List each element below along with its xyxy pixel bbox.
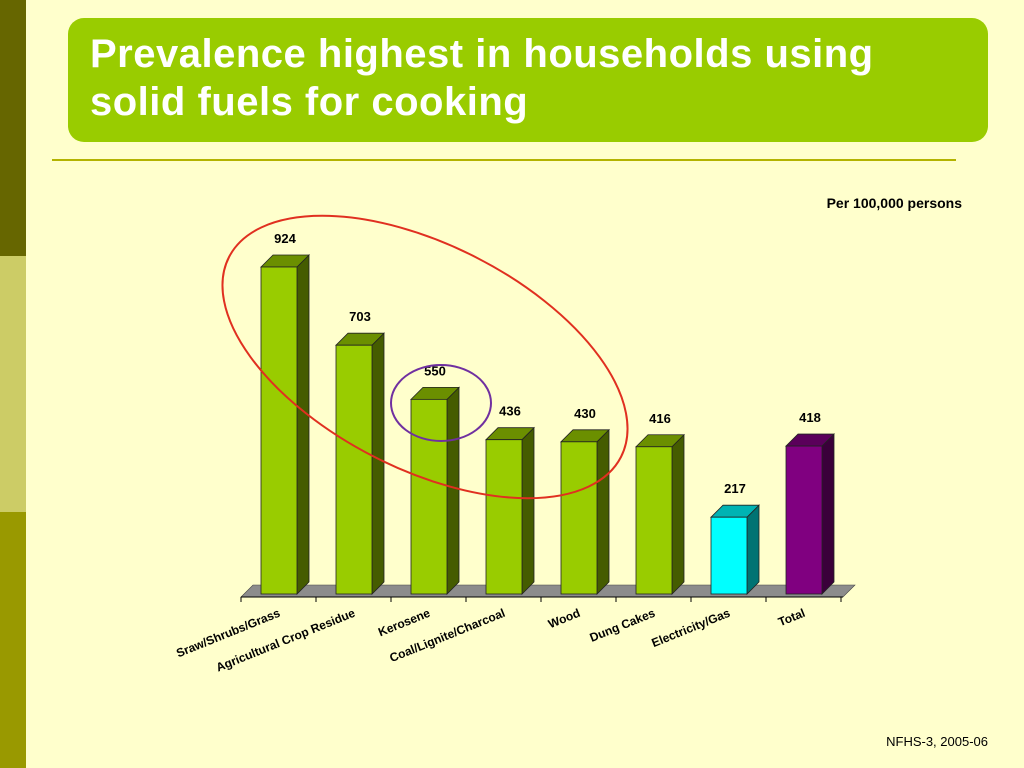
units-note: Per 100,000 persons bbox=[826, 195, 962, 211]
data-label: 217 bbox=[724, 481, 746, 496]
title-banner: Prevalence highest in households using s… bbox=[68, 18, 988, 142]
slide-title: Prevalence highest in households using s… bbox=[90, 32, 874, 124]
chart-floor bbox=[240, 584, 856, 598]
source-note: NFHS-3, 2005-06 bbox=[886, 734, 988, 749]
bar bbox=[710, 516, 748, 595]
bar-side bbox=[746, 504, 760, 595]
category-label: Kerosene bbox=[376, 606, 432, 640]
category-label: Agricultural Crop Residue bbox=[214, 606, 357, 675]
bar bbox=[485, 439, 523, 595]
bar-side bbox=[596, 428, 610, 595]
bar bbox=[335, 344, 373, 595]
bar bbox=[410, 398, 448, 595]
category-label: Electricity/Gas bbox=[650, 606, 733, 650]
highlight-circle bbox=[390, 364, 492, 442]
bar-side bbox=[671, 433, 685, 595]
data-label: 430 bbox=[574, 406, 596, 421]
side-stripe-olive bbox=[0, 512, 26, 768]
category-label: Wood bbox=[546, 606, 582, 631]
category-label: Total bbox=[776, 606, 807, 629]
side-stripe-light bbox=[0, 256, 26, 512]
data-label: 924 bbox=[274, 231, 296, 246]
bar bbox=[785, 445, 823, 595]
bar-side bbox=[446, 386, 460, 595]
bar bbox=[635, 446, 673, 595]
data-label: 416 bbox=[649, 411, 671, 426]
title-divider bbox=[52, 159, 956, 161]
bar-side bbox=[521, 426, 535, 595]
bar bbox=[560, 441, 598, 595]
side-stripe-dark bbox=[0, 0, 26, 256]
data-label: 550 bbox=[424, 363, 446, 378]
bar-side bbox=[371, 332, 385, 595]
data-label: 703 bbox=[349, 309, 371, 324]
data-label: 436 bbox=[499, 404, 521, 419]
bar-side bbox=[296, 254, 310, 595]
category-label: Dung Cakes bbox=[588, 606, 658, 645]
bar-side bbox=[821, 433, 835, 595]
bar bbox=[260, 266, 298, 595]
data-label: 418 bbox=[799, 410, 821, 425]
highlight-ellipse bbox=[221, 214, 629, 500]
